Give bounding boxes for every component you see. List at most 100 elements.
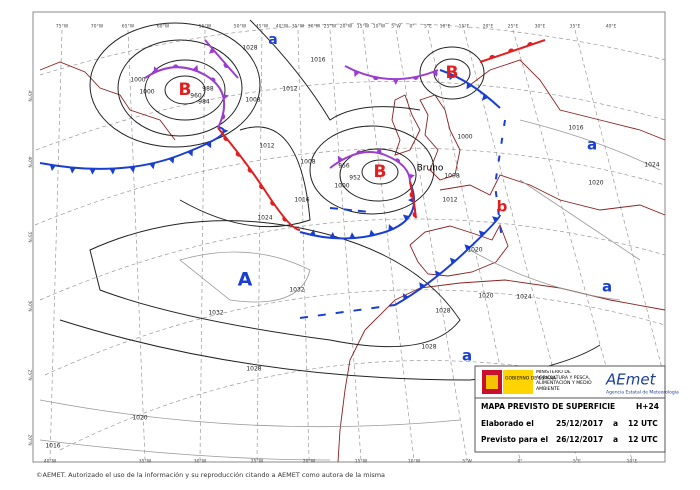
legend-cell: 26/12/2017 (556, 435, 603, 444)
isobar-label: 1020 (478, 293, 493, 300)
cold-symbol (187, 149, 193, 157)
legend-box: GOBIERNO DE ESPAÑA MINISTERIO DE AGRICUL… (474, 365, 679, 453)
lon-label: 0° (409, 24, 414, 30)
isobar-label: 1016 (568, 125, 583, 132)
legend-cell: Previsto para el (481, 435, 548, 444)
lon-label: 5°W (462, 459, 472, 465)
cold-symbol (369, 229, 376, 237)
legend-cell: Elaborado el (481, 419, 534, 428)
cold-symbol (449, 73, 455, 81)
warm-symbol (259, 183, 264, 190)
cold-symbol (466, 82, 473, 90)
ministry: MINISTERIO DE AGRICULTURA Y PESCA, ALIME… (536, 370, 592, 392)
lon-label: 30°W (308, 24, 321, 30)
warm-symbol (394, 158, 401, 163)
cold-symbol (464, 244, 471, 251)
secondary-isobars (39, 119, 661, 461)
cold-symbol (49, 164, 56, 172)
pressure-center: a (587, 136, 597, 154)
lon-label: 20°W (303, 459, 316, 465)
cold-symbol (69, 167, 76, 174)
front-line (329, 151, 411, 183)
lon-label: 70°W (91, 24, 104, 30)
lon-label: 10°W (408, 459, 421, 465)
agency-full: Agencia Estatal de Meteorología (606, 389, 679, 396)
government: GOBIERNO DE ESPAÑA (505, 375, 557, 382)
lon-label: 15°E (459, 24, 470, 30)
isobar-label: 1000 (334, 183, 349, 190)
warm-symbol (247, 167, 253, 173)
warm-symbol (172, 64, 179, 68)
footer: ©AEMET. Autorizado el uso de la informac… (36, 471, 385, 479)
lon-label: 5°W (391, 24, 401, 30)
pressure-center: a (602, 278, 612, 296)
lon-label: 0° (517, 459, 522, 465)
front-line (479, 39, 546, 63)
cold-symbol (309, 229, 316, 236)
lon-label: 10°E (627, 459, 638, 465)
cold-symbol (89, 168, 96, 175)
lon-label: 25°E (508, 24, 519, 30)
cold-symbol (419, 282, 426, 289)
isobar-label: 1016 (45, 443, 60, 450)
lon-label: 5°E (424, 24, 432, 30)
lon-label: 30°W (194, 459, 207, 465)
isobar-label: 1012 (259, 143, 274, 150)
pressure-center: A (238, 269, 253, 291)
front-line (144, 66, 226, 129)
front-line (394, 214, 501, 306)
gov-band (503, 370, 533, 394)
cold-symbol (388, 224, 395, 231)
cold-symbol (129, 166, 136, 173)
lon-label: 60°W (157, 24, 170, 30)
cold-symbol (376, 147, 382, 154)
pressure-center: a (462, 347, 472, 365)
lon-label: 40°W (44, 459, 57, 465)
isobar-label: 1000 (139, 89, 154, 96)
warm-symbol (508, 48, 515, 53)
isobar-label: 1028 (421, 344, 436, 351)
lon-label: 20°W (340, 24, 353, 30)
cold-symbol (337, 155, 344, 163)
warm-symbol (527, 42, 534, 47)
isobar-label: 1028 (435, 308, 450, 315)
cold-symbol (168, 157, 175, 164)
lon-label: 45°W (256, 24, 269, 30)
isobar-label: 1028 (242, 45, 257, 52)
isobar-label: 988 (202, 86, 214, 93)
isobar-label: 1016 (310, 57, 325, 64)
lon-label: 50°W (234, 24, 247, 30)
pressure-center: b (497, 198, 508, 216)
isobar-label: 1020 (467, 247, 482, 254)
front-line (217, 127, 301, 231)
cold-symbol (492, 216, 499, 223)
lon-label: 35°W (292, 24, 305, 30)
lat-label: 45°N (27, 90, 33, 101)
lon-label: 30°E (535, 24, 546, 30)
cold-symbol (402, 214, 410, 221)
cold-symbol (408, 173, 415, 180)
cold-symbol (205, 141, 212, 149)
lon-label: 5°E (573, 459, 581, 465)
isobar-label: 1000 (130, 77, 145, 84)
cold-symbol (153, 66, 160, 74)
isobar-label: 1008 (300, 159, 315, 166)
legend-lead: H+24 (636, 402, 659, 411)
lon-label: 40°W (276, 24, 289, 30)
front-line (204, 39, 239, 79)
cold-symbol (329, 232, 336, 239)
lat-label: 25°N (27, 369, 33, 380)
legend-title: MAPA PREVISTO DE SUPERFICIE (481, 402, 615, 411)
lon-label: 65°W (122, 24, 135, 30)
isobar-label: 1020 (588, 180, 603, 187)
cold-symbol (192, 64, 199, 72)
coastlines (39, 59, 666, 463)
cold-symbol (149, 162, 156, 170)
legend-cell: a (613, 435, 618, 444)
lat-label: 30°N (27, 300, 33, 311)
warm-symbol (489, 54, 496, 59)
pressure-center: B (374, 162, 387, 182)
map-frame (32, 11, 666, 463)
cold-symbol (222, 93, 229, 100)
isobars (59, 19, 601, 381)
